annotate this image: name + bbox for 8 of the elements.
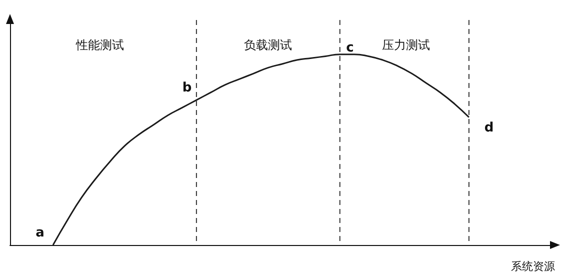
x-axis-title: 系统资源 [511, 260, 555, 273]
text: 压力测试 [382, 38, 430, 52]
annotation: c [346, 40, 354, 56]
text: 性能测试 [75, 38, 124, 52]
annotation: d [484, 120, 494, 136]
text: 负载测试 [244, 38, 292, 52]
annotation: b [182, 80, 192, 96]
annotation: a [36, 226, 44, 240]
